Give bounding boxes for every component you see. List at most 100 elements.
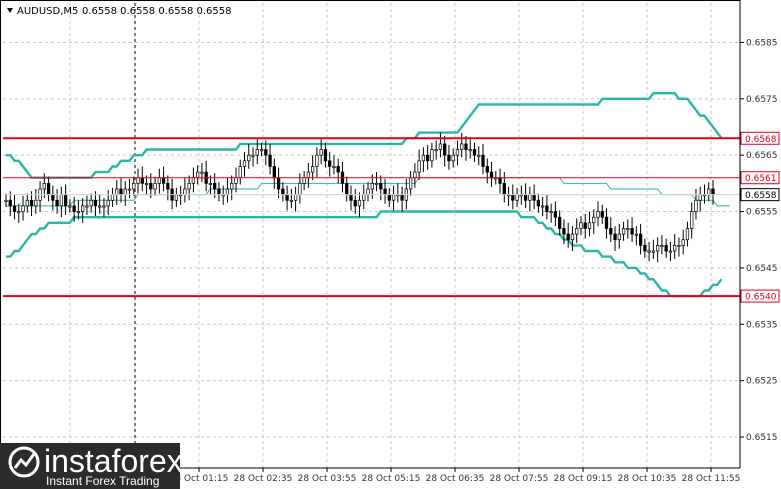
instaforex-logo: instaforex Instant Forex Trading (0, 443, 183, 489)
candle-body (357, 199, 362, 207)
candle-body (643, 245, 647, 252)
candle-body (200, 171, 204, 174)
candle-body (89, 199, 93, 207)
candle-body (123, 188, 127, 195)
candle-body (562, 228, 566, 235)
candle-body (391, 194, 396, 201)
price-tag-box (740, 289, 780, 303)
candle-body (566, 233, 570, 241)
candle-body (532, 194, 536, 201)
candle-body (72, 205, 76, 212)
candle-body (383, 188, 387, 195)
candle-body (545, 205, 549, 212)
x-tick-label: 28 Oct 09:15 (554, 474, 613, 484)
lower-band-line (6, 210, 723, 298)
candle-body (523, 194, 528, 201)
candle-body (464, 143, 468, 150)
candle-body (558, 216, 562, 229)
candle-body (230, 183, 234, 190)
candle-body (268, 154, 272, 167)
x-tick-label: 28 Oct 07:55 (490, 474, 549, 484)
candle-body (234, 177, 238, 184)
price-tag-label: 0.6540 (745, 293, 777, 303)
candle-body (673, 245, 677, 252)
candle-body (85, 205, 89, 208)
ohlc-label: 0.6558 0.6558 0.6558 0.6558 (82, 6, 232, 17)
candle-body (34, 199, 38, 207)
candle-body (157, 177, 161, 184)
horizontal-levels[interactable] (3, 137, 740, 298)
candle-body (592, 216, 596, 224)
candle-body (102, 205, 106, 208)
candle-body (196, 171, 200, 179)
y-axis-ticks: 0.6585 0.6575 0.6565 0.6555 0.6545 0.6535 0.65… (740, 38, 778, 443)
candle-body (425, 154, 430, 162)
candle-body (59, 194, 64, 207)
candles (4, 132, 715, 263)
candle-body (681, 239, 685, 246)
price-tag-label: 0.6568 (745, 135, 777, 145)
logo-icon (8, 446, 40, 478)
price-tag-label: 0.6558 (745, 191, 777, 201)
price-tag-box (740, 171, 780, 185)
candle-body (293, 194, 298, 201)
candle-body (694, 199, 698, 212)
candle-body (451, 154, 455, 162)
candle-body (604, 216, 609, 229)
candle-body (489, 171, 494, 179)
candle-body (651, 250, 656, 253)
candle-body (600, 211, 604, 218)
grid (3, 3, 740, 468)
candle-body (25, 199, 29, 207)
candle-body (17, 211, 21, 214)
price-tag-label: 0.6561 (745, 174, 777, 184)
candle-body (477, 154, 481, 157)
candle-body (579, 222, 583, 229)
candle-body (251, 154, 255, 157)
candle-body (711, 188, 715, 195)
candle-body (110, 194, 115, 201)
symbol-header: AUDUSD,M5 0.6558 0.6558 0.6558 0.6558 (7, 6, 232, 17)
candle-body (430, 149, 434, 162)
candle-body (29, 199, 34, 207)
candle-body (609, 228, 613, 235)
candle-body (242, 160, 247, 167)
candle-body (336, 166, 340, 173)
candle-body (698, 194, 702, 201)
candle-body (127, 188, 132, 191)
y-tick-label: 0.6585 (746, 38, 778, 48)
candle-body (434, 149, 438, 152)
candle-body (647, 250, 651, 253)
candle-body (447, 154, 451, 162)
candle-body (208, 183, 213, 185)
candle-body (272, 166, 276, 179)
candle-body (468, 149, 472, 152)
candle-body (613, 233, 617, 241)
candle-body (298, 183, 302, 195)
candle-body (540, 205, 545, 208)
candle-body (387, 194, 391, 201)
candle-body (311, 166, 315, 173)
y-tick-label: 0.6555 (746, 208, 778, 218)
candle-body (238, 166, 242, 179)
chevron-down-icon[interactable] (7, 8, 13, 13)
candle-body (93, 199, 98, 207)
candle-body (583, 222, 587, 229)
candle-body (685, 228, 690, 241)
candle-body (502, 183, 506, 195)
candle-body (460, 143, 464, 150)
candle-body (677, 245, 681, 247)
price-tag-box (740, 188, 780, 202)
candle-body (4, 199, 8, 202)
candle-body (570, 233, 575, 241)
candle-body (707, 188, 711, 195)
candle-body (374, 183, 379, 185)
candle-body (161, 177, 166, 184)
symbol-label: AUDUSD,M5 (17, 6, 78, 17)
candle-body (621, 228, 626, 235)
candle-body (438, 143, 443, 150)
y-tick-label: 0.6565 (746, 151, 778, 161)
candle-body (106, 199, 110, 207)
